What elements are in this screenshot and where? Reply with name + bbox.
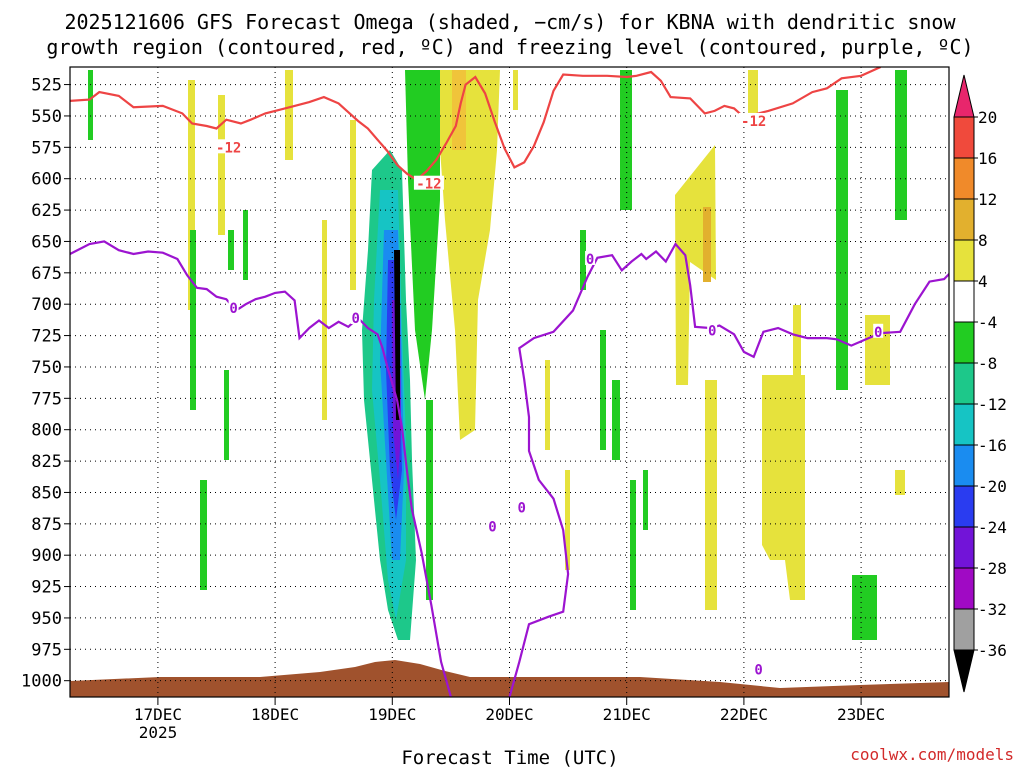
y-tick-label: 1000 — [21, 672, 62, 692]
credit-link[interactable]: coolwx.com/models — [850, 745, 1014, 764]
colorbar-swatch — [953, 362, 975, 405]
colorbar-swatch — [953, 403, 975, 446]
x-tick-label: 21DEC — [603, 705, 651, 724]
omega-shading — [70, 70, 949, 697]
x-axis-year-label: 2025 — [139, 723, 178, 742]
colorbar-label: 8 — [978, 231, 988, 250]
contour-label-bg — [413, 175, 444, 190]
colorbar-swatch — [953, 280, 975, 323]
y-tick-label: 950 — [31, 609, 62, 629]
y-tick-label: 875 — [31, 515, 62, 535]
colorbar: 20 16 12 8 4 -4 -8 -12 -16 -20 -24 -28 -32 -36 — [953, 74, 1007, 693]
y-tick-label: 975 — [31, 640, 62, 660]
contour-label-bg — [228, 299, 239, 314]
x-tick-label: 19DEC — [368, 705, 416, 724]
x-tick-label: 17DEC — [134, 705, 182, 724]
colorbar-swatch — [953, 608, 975, 651]
contour-label: 0 — [351, 311, 359, 327]
colorbar-label: -32 — [978, 600, 1007, 619]
colorbar-label: 4 — [978, 272, 988, 291]
x-tick-label: 20DEC — [485, 705, 533, 724]
y-tick-label: 850 — [31, 483, 62, 503]
contour-label: 0 — [874, 325, 882, 341]
y-tick-label: 600 — [31, 170, 62, 190]
colorbar-bottom-arrow — [953, 649, 975, 693]
contour-label: -12 — [741, 114, 766, 130]
x-tick-label: 18DEC — [251, 705, 299, 724]
contour-labels: -12 -12 -12 0 0 0 0 0 0 0 0 — [213, 112, 884, 678]
colorbar-label: 16 — [978, 149, 997, 168]
grid-lines — [70, 67, 949, 697]
y-tick-label: 675 — [31, 264, 62, 284]
colorbar-label: -28 — [978, 559, 1007, 578]
y-tick-label: 750 — [31, 358, 62, 378]
contour-label-bg — [707, 322, 718, 337]
y-tick-label: 725 — [31, 327, 62, 347]
y-tick-label: 925 — [31, 578, 62, 598]
contour-label-bg — [753, 661, 764, 676]
contour-label: 0 — [708, 324, 716, 340]
contour-label: -12 — [216, 140, 241, 156]
x-tick-label: 22DEC — [720, 705, 768, 724]
y-tick-label: 575 — [31, 138, 62, 158]
colorbar-label: 12 — [978, 190, 997, 209]
colorbar-swatch — [953, 321, 975, 364]
colorbar-swatch — [953, 198, 975, 241]
colorbar-label: 20 — [978, 108, 997, 127]
colorbar-label: -24 — [978, 518, 1007, 537]
colorbar-label: -20 — [978, 477, 1007, 496]
dendritic-growth-contour — [70, 67, 882, 182]
contour-label: 0 — [488, 519, 496, 535]
x-axis-title: Forecast Time (UTC) — [401, 747, 618, 768]
contour-label-bg — [350, 309, 361, 324]
x-axis-ticks: 17DEC 18DEC 19DEC 20DEC 21DEC 22DEC 23DEC — [134, 697, 885, 724]
colorbar-swatch — [953, 239, 975, 282]
contour-label-bg — [873, 323, 884, 338]
contour-label: 0 — [586, 252, 594, 268]
x-tick-label: 23DEC — [837, 705, 885, 724]
y-tick-label: 650 — [31, 232, 62, 252]
colorbar-label: -12 — [978, 395, 1007, 414]
colorbar-swatch — [953, 157, 975, 200]
y-tick-label: 625 — [31, 201, 62, 221]
y-tick-label: 700 — [31, 295, 62, 315]
y-tick-label: 825 — [31, 452, 62, 472]
chart-title-line-1: 2025121606 GFS Forecast Omega (shaded, −… — [64, 10, 956, 34]
colorbar-label: -8 — [978, 354, 997, 373]
colorbar-swatch — [953, 116, 975, 159]
y-axis-ticks: 525 550 575 600 625 650 675 700 725 750 775 800 825 8… — [21, 76, 70, 692]
contour-label-bg — [487, 518, 498, 533]
colorbar-swatch — [953, 526, 975, 569]
contour-label: 0 — [229, 301, 237, 317]
y-tick-label: 800 — [31, 421, 62, 441]
y-tick-label: 775 — [31, 389, 62, 409]
contour-label-bg — [213, 139, 244, 154]
freezing-level-contour — [70, 240, 452, 697]
colorbar-label: -16 — [978, 436, 1007, 455]
contour-label-bg — [516, 499, 527, 514]
contour-label: 0 — [517, 500, 525, 516]
y-tick-label: 550 — [31, 107, 62, 127]
colorbar-swatch — [953, 485, 975, 528]
contour-label-bg — [585, 251, 596, 266]
y-tick-label: 525 — [31, 76, 62, 96]
y-tick-label: 900 — [31, 546, 62, 566]
colorbar-swatch — [953, 567, 975, 610]
colorbar-label: -4 — [978, 313, 997, 332]
chart-title-line-2: growth region (contoured, red, ºC) and f… — [46, 35, 973, 59]
contour-label: 0 — [754, 662, 762, 678]
colorbar-label: -36 — [978, 641, 1007, 660]
colorbar-swatch — [953, 444, 975, 487]
colorbar-top-arrow — [953, 74, 975, 118]
contour-label: -12 — [416, 177, 441, 193]
contour-label-bg — [738, 112, 769, 127]
